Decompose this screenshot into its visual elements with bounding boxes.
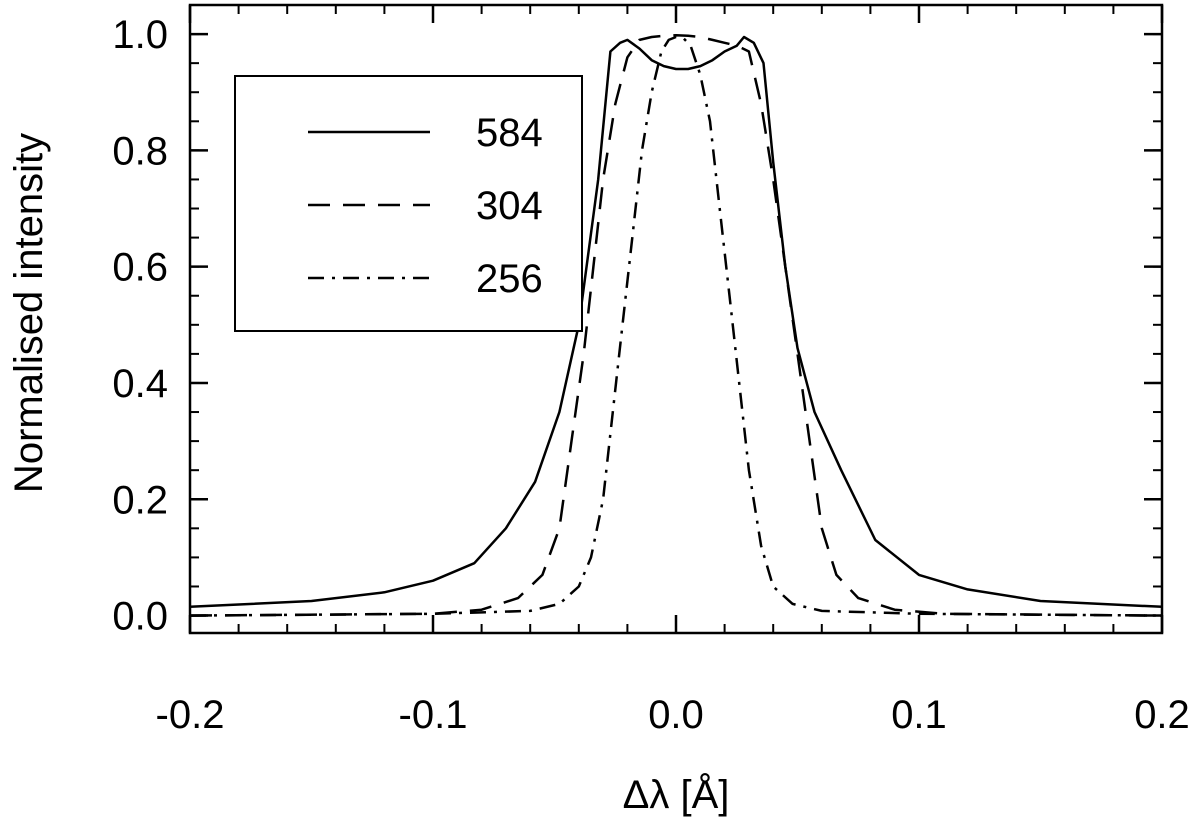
axis-ticks: [188, 5, 1164, 633]
x-tick-label: -0.2: [156, 693, 225, 737]
legend-label-584: 584: [476, 111, 543, 155]
x-tick-label: 0.1: [891, 693, 947, 737]
series-line-256: [190, 35, 1162, 617]
x-axis-label: Δλ [Å]: [623, 772, 730, 817]
y-tick-label: 0.8: [112, 129, 168, 173]
y-tick-label: 0.0: [112, 595, 168, 639]
legend-label-256: 256: [476, 257, 543, 301]
legend-label-304: 304: [476, 184, 543, 228]
y-tick-label: 1.0: [112, 13, 168, 57]
series-line-304: [190, 33, 1162, 617]
series-line-584: [190, 35, 1162, 609]
plot-lines: [190, 33, 1162, 617]
legend: 584 304 256: [234, 75, 583, 332]
x-tick-label: 0.0: [648, 693, 704, 737]
legend-box: [234, 75, 583, 332]
y-tick-label: 0.6: [112, 246, 168, 290]
x-tick-label: 0.2: [1134, 693, 1190, 737]
y-tick-label: 0.2: [112, 478, 168, 522]
x-tick-label: -0.1: [399, 693, 468, 737]
y-tick-label: 0.4: [112, 362, 168, 406]
y-axis-label: Normalised intensity: [7, 133, 51, 493]
tick-labels: -0.2 -0.1 0.0 0.1 0.2 0.0 0.2 0.4 0.6 0.8 1.0: [112, 13, 1189, 737]
